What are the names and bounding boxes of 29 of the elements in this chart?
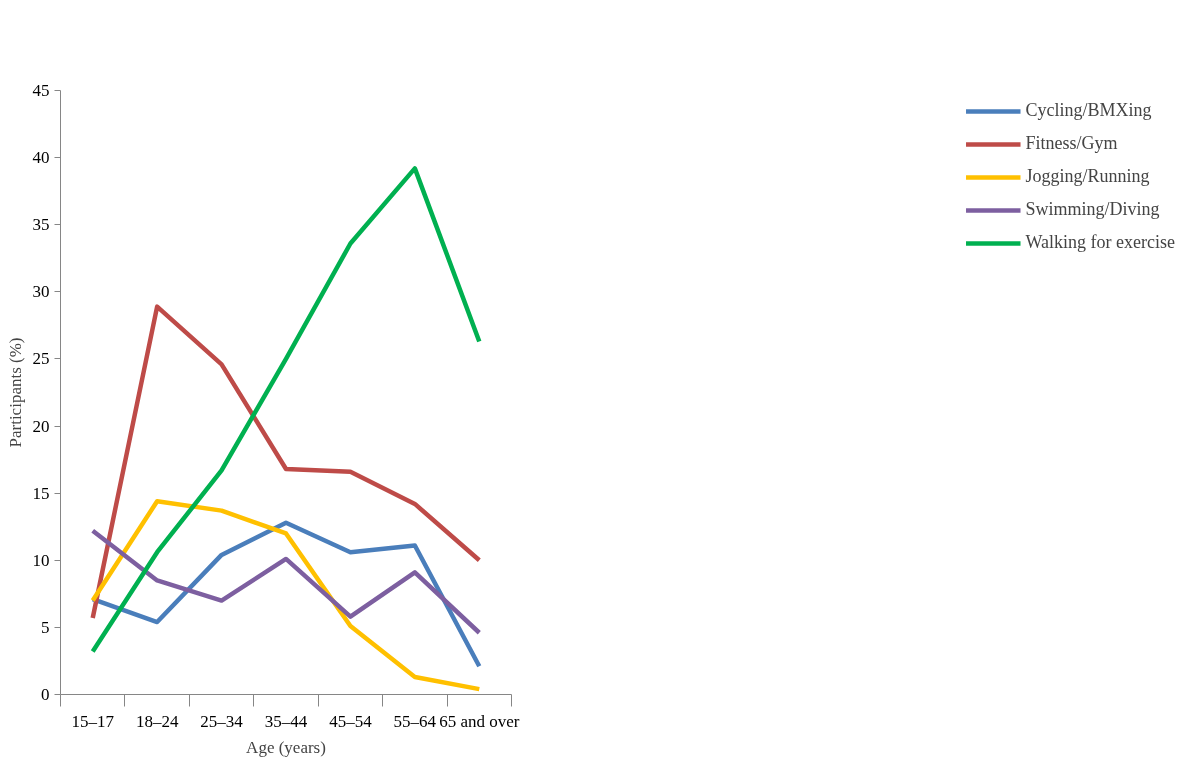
y-axis-title: Participants (%)	[5, 337, 25, 448]
line-series	[90, 520, 482, 669]
x-tick-label: 45–54	[329, 711, 373, 731]
x-tick-label: 55–64	[393, 711, 437, 731]
y-tick-label: 15	[32, 483, 50, 503]
y-tick-label: 40	[32, 148, 50, 168]
y-tick-label: 35	[32, 215, 50, 235]
legend-label: Cycling/BMXing	[1025, 100, 1152, 121]
x-tick-label: 18–24	[135, 711, 179, 731]
y-tick-label: 20	[32, 416, 50, 436]
line-series	[90, 304, 482, 621]
x-tick-label: 25–34	[200, 711, 244, 731]
legend-label: Swimming/Diving	[1025, 199, 1160, 220]
y-tick-label: 25	[32, 349, 50, 369]
line-series	[90, 166, 482, 654]
line-series	[90, 498, 482, 692]
x-axis-title: Age (years)	[246, 737, 326, 757]
x-tick-label: 15–17	[71, 711, 115, 731]
y-tick-label: 30	[32, 282, 50, 302]
y-tick-label: 0	[41, 685, 50, 704]
legend-label: Fitness/Gym	[1025, 133, 1118, 154]
line-series	[90, 528, 482, 636]
y-tick-label: 10	[32, 550, 50, 570]
legend-label: Walking for exercise	[1025, 232, 1175, 253]
x-tick-label: 65 and over	[439, 711, 520, 731]
x-tick-label: 35–44	[264, 711, 308, 731]
y-tick-label: 5	[41, 617, 50, 637]
y-tick-label: 45	[32, 81, 50, 100]
legend-label: Jogging/Running	[1025, 166, 1150, 187]
